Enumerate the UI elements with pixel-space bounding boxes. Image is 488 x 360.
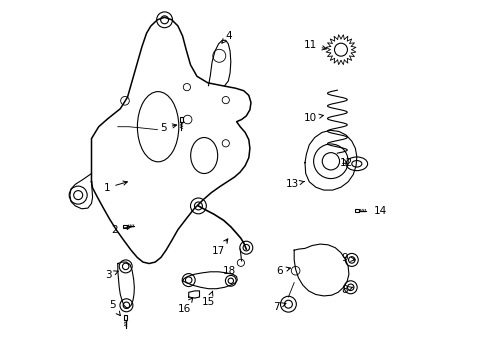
Text: 7: 7 xyxy=(272,302,285,312)
Text: 15: 15 xyxy=(202,291,215,307)
Text: 16: 16 xyxy=(177,298,192,314)
Text: 8: 8 xyxy=(341,285,353,295)
Text: 5: 5 xyxy=(108,300,120,316)
Bar xyxy=(122,225,127,228)
Bar xyxy=(354,209,358,212)
Text: 10: 10 xyxy=(303,113,323,123)
Text: 9: 9 xyxy=(341,253,354,264)
Bar xyxy=(124,315,127,320)
Text: 5: 5 xyxy=(160,123,176,133)
Text: 11: 11 xyxy=(303,40,326,50)
Text: 12: 12 xyxy=(339,158,352,168)
Text: 13: 13 xyxy=(285,179,304,189)
Bar xyxy=(180,117,183,122)
Text: 17: 17 xyxy=(211,239,227,256)
Text: 1: 1 xyxy=(103,181,127,193)
Text: 14: 14 xyxy=(373,206,386,216)
Text: 6: 6 xyxy=(276,266,290,276)
Text: 2: 2 xyxy=(111,225,131,235)
Text: 18: 18 xyxy=(223,266,236,276)
Text: 3: 3 xyxy=(105,270,118,280)
Text: 4: 4 xyxy=(222,31,231,43)
